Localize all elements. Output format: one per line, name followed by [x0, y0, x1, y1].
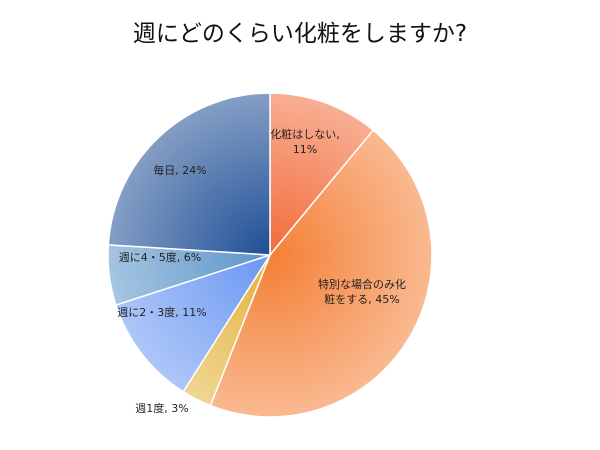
slice-label-2-line-0: 週1度, 3%: [135, 401, 188, 415]
slice-label-3-line-0: 週に2・3度, 11%: [117, 305, 206, 319]
pie-slice-5: [107, 92, 271, 256]
slice-label-3: 週に2・3度, 11%: [117, 305, 206, 319]
slice-label-1-line-1: 粧をする, 45%: [324, 293, 399, 306]
slice-label-0-line-0: 化粧はしない,: [270, 127, 340, 141]
slice-label-4: 週に4・5度, 6%: [119, 250, 201, 264]
pie-slice-3: [114, 253, 272, 393]
slice-label-1: 特別な場合のみ化粧をする, 45%: [318, 277, 406, 306]
pie-slice-1: [209, 129, 433, 418]
pie-slice-0: [269, 92, 375, 258]
chart-title: 週にどのくらい化粧をしますか?: [132, 21, 468, 47]
slice-label-5: 毎日, 24%: [153, 164, 206, 177]
slice-label-5-line-0: 毎日, 24%: [153, 164, 206, 177]
slice-label-1-line-0: 特別な場合のみ化: [318, 277, 406, 291]
slice-label-0: 化粧はしない, 11%: [270, 127, 340, 156]
slice-label-2: 週1度, 3%: [135, 401, 188, 415]
slice-label-0-line-1: 11%: [293, 143, 317, 156]
slice-label-4-line-0: 週に4・5度, 6%: [119, 250, 201, 264]
